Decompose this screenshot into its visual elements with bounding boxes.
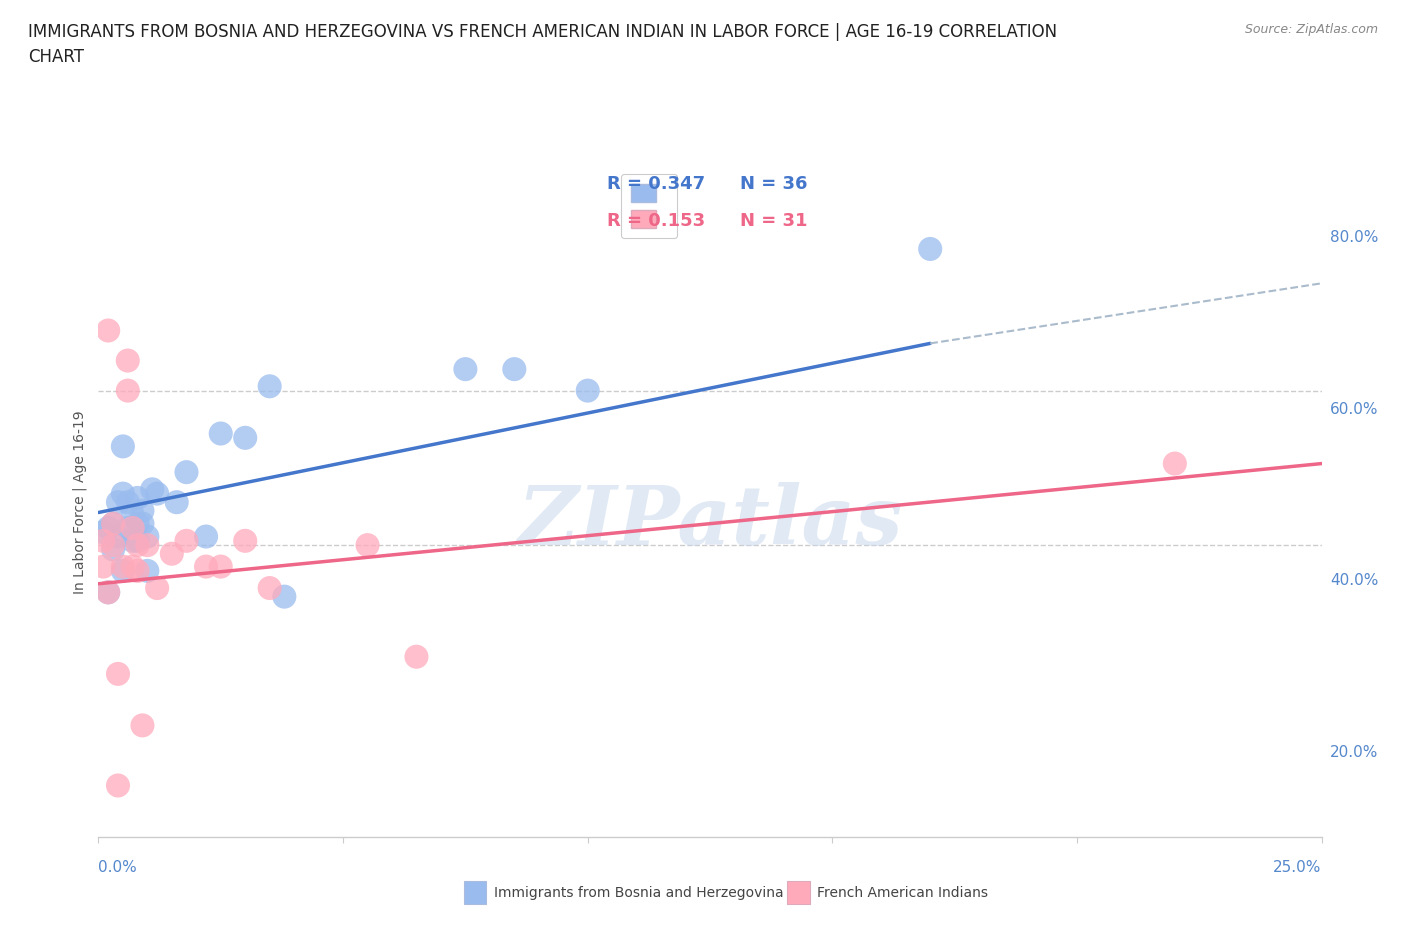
Point bbox=[259, 580, 281, 595]
Text: N = 31: N = 31 bbox=[740, 212, 808, 231]
Point bbox=[107, 529, 129, 544]
Text: CHART: CHART bbox=[28, 48, 84, 66]
Point bbox=[127, 534, 149, 549]
Y-axis label: In Labor Force | Age 16-19: In Labor Force | Age 16-19 bbox=[73, 410, 87, 594]
Point bbox=[920, 242, 942, 257]
Text: Source: ZipAtlas.com: Source: ZipAtlas.com bbox=[1244, 23, 1378, 36]
Text: 0.0%: 0.0% bbox=[98, 860, 138, 875]
Point bbox=[111, 559, 134, 574]
Point bbox=[101, 516, 124, 531]
Point bbox=[97, 585, 120, 600]
Point bbox=[127, 490, 149, 505]
Point bbox=[273, 590, 295, 604]
Point bbox=[107, 667, 129, 682]
Point bbox=[111, 439, 134, 454]
Point bbox=[107, 778, 129, 793]
Point bbox=[111, 564, 134, 578]
Point bbox=[107, 495, 129, 510]
Point bbox=[146, 486, 169, 501]
Point bbox=[97, 585, 120, 600]
Point bbox=[101, 542, 124, 557]
Text: IMMIGRANTS FROM BOSNIA AND HERZEGOVINA VS FRENCH AMERICAN INDIAN IN LABOR FORCE : IMMIGRANTS FROM BOSNIA AND HERZEGOVINA V… bbox=[28, 23, 1057, 41]
Point bbox=[176, 465, 198, 480]
Legend: , : , bbox=[621, 174, 676, 238]
Point bbox=[454, 362, 477, 377]
Point bbox=[97, 323, 120, 338]
Point bbox=[111, 486, 134, 501]
Point bbox=[146, 580, 169, 595]
Point bbox=[259, 379, 281, 393]
Point bbox=[127, 538, 149, 552]
Point bbox=[131, 503, 153, 518]
Point bbox=[121, 534, 143, 549]
Point bbox=[101, 538, 124, 552]
Point bbox=[131, 516, 153, 531]
Point bbox=[166, 495, 188, 510]
Point bbox=[117, 495, 139, 510]
Point bbox=[209, 426, 232, 441]
Point bbox=[176, 534, 198, 549]
Point bbox=[121, 521, 143, 536]
Point bbox=[209, 559, 232, 574]
Point bbox=[405, 649, 427, 664]
Point bbox=[160, 546, 183, 561]
Point bbox=[233, 431, 256, 445]
Point bbox=[101, 516, 124, 531]
Point bbox=[91, 534, 114, 549]
Point bbox=[503, 362, 526, 377]
Text: R = 0.153: R = 0.153 bbox=[607, 212, 704, 231]
Point bbox=[91, 559, 114, 574]
Point bbox=[121, 508, 143, 523]
Text: R = 0.347: R = 0.347 bbox=[607, 175, 704, 193]
Text: N = 36: N = 36 bbox=[740, 175, 808, 193]
Point bbox=[195, 529, 218, 544]
Point bbox=[141, 482, 163, 497]
Point bbox=[136, 564, 159, 578]
Point bbox=[1164, 456, 1187, 471]
Point bbox=[356, 538, 378, 552]
Point bbox=[195, 559, 218, 574]
Point bbox=[117, 353, 139, 368]
Point bbox=[91, 525, 114, 539]
Point bbox=[121, 559, 143, 574]
Point bbox=[136, 538, 159, 552]
Text: Immigrants from Bosnia and Herzegovina: Immigrants from Bosnia and Herzegovina bbox=[494, 885, 783, 899]
Point bbox=[576, 383, 599, 398]
Point bbox=[127, 516, 149, 531]
Point bbox=[117, 521, 139, 536]
Point bbox=[117, 383, 139, 398]
Text: French American Indians: French American Indians bbox=[817, 885, 988, 899]
Point bbox=[233, 534, 256, 549]
Text: 25.0%: 25.0% bbox=[1274, 860, 1322, 875]
Point bbox=[127, 564, 149, 578]
Point bbox=[97, 521, 120, 536]
Text: ZIPatlas: ZIPatlas bbox=[517, 483, 903, 563]
Point bbox=[136, 529, 159, 544]
Point bbox=[131, 718, 153, 733]
